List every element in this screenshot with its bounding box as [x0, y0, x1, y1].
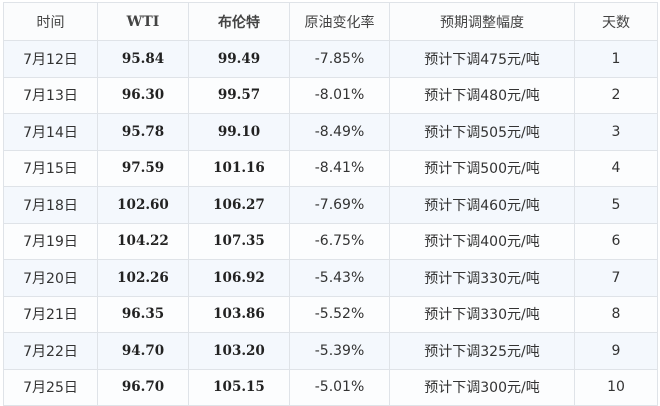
days-cell: 4	[574, 149, 658, 187]
days-cell: 3	[574, 113, 658, 151]
date-cell: 7月20日	[3, 259, 98, 297]
days-cell: 1	[574, 40, 658, 78]
brent-cell: 99.10	[188, 113, 290, 151]
header-row: 时间 WTI 布伦特 原油变化率 预期调整幅度 天数	[3, 2, 658, 41]
days-cell: 2	[574, 76, 658, 114]
change-rate-cell: -8.41%	[289, 149, 390, 187]
wti-cell: 102.60	[97, 186, 189, 224]
table-row: 7月20日 102.26 106.92 -5.43% 预计下调330元/吨 7	[3, 259, 658, 297]
wti-cell: 96.70	[97, 368, 189, 406]
adjustment-cell: 预计下调330元/吨	[389, 295, 575, 333]
date-cell: 7月15日	[3, 149, 98, 187]
table-row: 7月19日 104.22 107.35 -6.75% 预计下调400元/吨 6	[3, 222, 658, 260]
date-cell: 7月21日	[3, 295, 98, 333]
table-row: 7月22日 94.70 103.20 -5.39% 预计下调325元/吨 9	[3, 332, 658, 370]
header-change-rate: 原油变化率	[289, 2, 390, 41]
change-rate-cell: -5.39%	[289, 332, 390, 370]
table-row: 7月18日 102.60 106.27 -7.69% 预计下调460元/吨 5	[3, 186, 658, 224]
change-rate-cell: -8.49%	[289, 113, 390, 151]
brent-cell: 99.57	[188, 76, 290, 114]
brent-cell: 101.16	[188, 149, 290, 187]
adjustment-cell: 预计下调460元/吨	[389, 186, 575, 224]
date-cell: 7月22日	[3, 332, 98, 370]
change-rate-cell: -7.85%	[289, 40, 390, 78]
wti-cell: 94.70	[97, 332, 189, 370]
table-row: 7月21日 96.35 103.86 -5.52% 预计下调330元/吨 8	[3, 295, 658, 333]
brent-cell: 107.35	[188, 222, 290, 260]
adjustment-cell: 预计下调500元/吨	[389, 149, 575, 187]
change-rate-cell: -5.01%	[289, 368, 390, 406]
brent-cell: 106.27	[188, 186, 290, 224]
days-cell: 10	[574, 368, 658, 406]
wti-cell: 96.35	[97, 295, 189, 333]
date-cell: 7月12日	[3, 40, 98, 78]
table-row: 7月13日 96.30 99.57 -8.01% 预计下调480元/吨 2	[3, 76, 658, 114]
date-cell: 7月14日	[3, 113, 98, 151]
date-cell: 7月25日	[3, 368, 98, 406]
days-cell: 8	[574, 295, 658, 333]
table-row: 7月12日 95.84 99.49 -7.85% 预计下调475元/吨 1	[3, 40, 658, 78]
table-row: 7月15日 97.59 101.16 -8.41% 预计下调500元/吨 4	[3, 149, 658, 187]
days-cell: 9	[574, 332, 658, 370]
wti-cell: 104.22	[97, 222, 189, 260]
wti-cell: 95.78	[97, 113, 189, 151]
change-rate-cell: -8.01%	[289, 76, 390, 114]
table-row: 7月25日 96.70 105.15 -5.01% 预计下调300元/吨 10	[3, 368, 658, 406]
adjustment-cell: 预计下调300元/吨	[389, 368, 575, 406]
wti-cell: 102.26	[97, 259, 189, 297]
brent-cell: 103.86	[188, 295, 290, 333]
days-cell: 5	[574, 186, 658, 224]
adjustment-cell: 预计下调325元/吨	[389, 332, 575, 370]
change-rate-cell: -5.43%	[289, 259, 390, 297]
wti-cell: 97.59	[97, 149, 189, 187]
date-cell: 7月13日	[3, 76, 98, 114]
date-cell: 7月19日	[3, 222, 98, 260]
adjustment-cell: 预计下调505元/吨	[389, 113, 575, 151]
wti-cell: 95.84	[97, 40, 189, 78]
header-days: 天数	[574, 2, 658, 41]
change-rate-cell: -7.69%	[289, 186, 390, 224]
date-cell: 7月18日	[3, 186, 98, 224]
wti-cell: 96.30	[97, 76, 189, 114]
brent-cell: 105.15	[188, 368, 290, 406]
change-rate-cell: -6.75%	[289, 222, 390, 260]
header-wti: WTI	[97, 2, 189, 41]
oil-price-table: 时间 WTI 布伦特 原油变化率 预期调整幅度 天数 7月12日 95.84 99.49 -7.…	[3, 2, 658, 406]
header-date: 时间	[3, 2, 98, 41]
header-expected-adjustment: 预期调整幅度	[389, 2, 575, 41]
change-rate-cell: -5.52%	[289, 295, 390, 333]
days-cell: 7	[574, 259, 658, 297]
adjustment-cell: 预计下调400元/吨	[389, 222, 575, 260]
header-brent: 布伦特	[188, 2, 290, 41]
table-row: 7月14日 95.78 99.10 -8.49% 预计下调505元/吨 3	[3, 113, 658, 151]
adjustment-cell: 预计下调480元/吨	[389, 76, 575, 114]
brent-cell: 99.49	[188, 40, 290, 78]
brent-cell: 106.92	[188, 259, 290, 297]
adjustment-cell: 预计下调330元/吨	[389, 259, 575, 297]
adjustment-cell: 预计下调475元/吨	[389, 40, 575, 78]
brent-cell: 103.20	[188, 332, 290, 370]
days-cell: 6	[574, 222, 658, 260]
